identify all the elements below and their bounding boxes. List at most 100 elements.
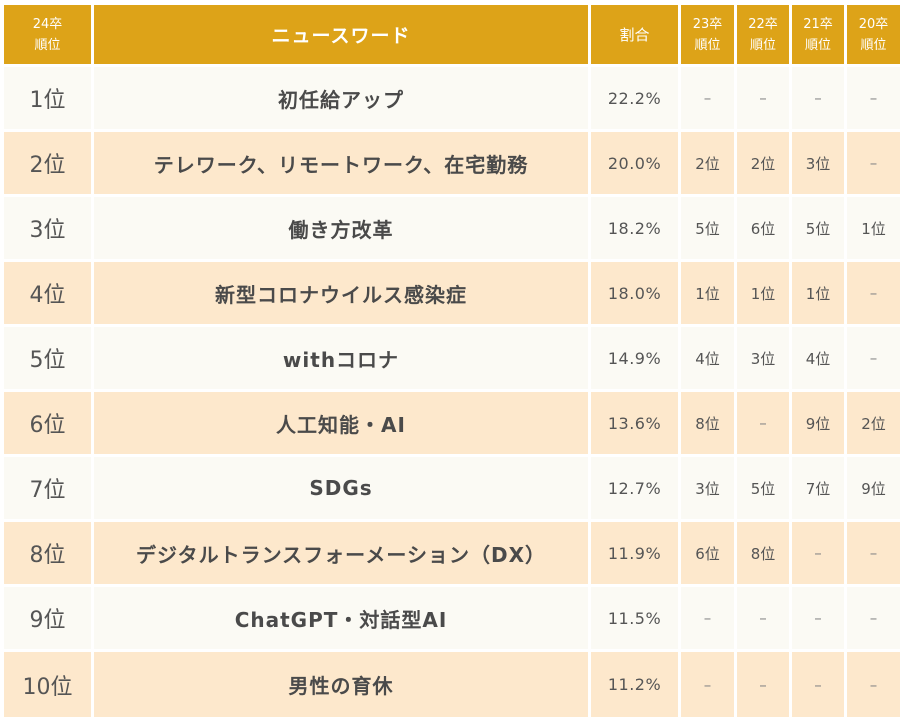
rank-22-cell: –	[737, 392, 792, 457]
table-row: 9位 ChatGPT・対話型AI 11.5% – – – –	[4, 587, 900, 652]
rank-cell: 5位	[4, 327, 94, 392]
news-word-cell: 新型コロナウイルス感染症	[94, 262, 591, 327]
rank-20-cell: –	[847, 67, 900, 132]
rank-20-cell: 9位	[847, 457, 900, 522]
rank-20-cell: –	[847, 652, 900, 717]
rank-cell: 2位	[4, 132, 94, 197]
ratio-cell: 11.5%	[591, 587, 681, 652]
rank-21-cell: 7位	[792, 457, 847, 522]
rank-22-cell: 3位	[737, 327, 792, 392]
news-word-cell: 働き方改革	[94, 197, 591, 262]
rank-cell: 9位	[4, 587, 94, 652]
rank-22-cell: 6位	[737, 197, 792, 262]
header-rank-24-line2: 順位	[34, 37, 61, 53]
news-word-cell: withコロナ	[94, 327, 591, 392]
rank-22-cell: 8位	[737, 522, 792, 587]
rank-cell: 6位	[4, 392, 94, 457]
rank-cell: 8位	[4, 522, 94, 587]
header-row: 24卒 順位 ニュースワード 割合 23卒 順位 22卒 順位 21卒 順位 2…	[4, 5, 900, 67]
rank-21-cell: 1位	[792, 262, 847, 327]
table-row: 1位 初任給アップ 22.2% – – – –	[4, 67, 900, 132]
table-row: 8位 デジタルトランスフォーメーション（DX） 11.9% 6位 8位 – –	[4, 522, 900, 587]
ratio-cell: 11.2%	[591, 652, 681, 717]
rank-20-cell: 1位	[847, 197, 900, 262]
rank-20-cell: 2位	[847, 392, 900, 457]
header-news-word: ニュースワード	[94, 5, 591, 67]
rank-20-cell: –	[847, 132, 900, 197]
rank-23-cell: 8位	[681, 392, 737, 457]
rank-23-cell: 4位	[681, 327, 737, 392]
header-rank-22: 22卒 順位	[737, 5, 792, 67]
rank-22-cell: –	[737, 67, 792, 132]
rank-21-cell: 5位	[792, 197, 847, 262]
header-rank-21-line2: 順位	[804, 37, 831, 53]
ratio-cell: 18.2%	[591, 197, 681, 262]
rank-22-cell: 1位	[737, 262, 792, 327]
ratio-cell: 22.2%	[591, 67, 681, 132]
rank-23-cell: 1位	[681, 262, 737, 327]
header-rank-22-line2: 順位	[749, 37, 776, 53]
rank-23-cell: –	[681, 67, 737, 132]
header-rank-20-line2: 順位	[860, 37, 887, 53]
table-row: 5位 withコロナ 14.9% 4位 3位 4位 –	[4, 327, 900, 392]
table-row: 3位 働き方改革 18.2% 5位 6位 5位 1位	[4, 197, 900, 262]
rank-21-cell: –	[792, 587, 847, 652]
rank-cell: 7位	[4, 457, 94, 522]
rank-23-cell: 3位	[681, 457, 737, 522]
ratio-cell: 20.0%	[591, 132, 681, 197]
rank-20-cell: –	[847, 587, 900, 652]
header-rank-23-line1: 23卒	[692, 16, 723, 32]
rank-20-cell: –	[847, 522, 900, 587]
news-word-cell: デジタルトランスフォーメーション（DX）	[94, 522, 591, 587]
news-word-ranking-table: 24卒 順位 ニュースワード 割合 23卒 順位 22卒 順位 21卒 順位 2…	[4, 5, 900, 717]
header-rank-23: 23卒 順位	[681, 5, 737, 67]
rank-cell: 4位	[4, 262, 94, 327]
rank-23-cell: 6位	[681, 522, 737, 587]
table-row: 7位 SDGs 12.7% 3位 5位 7位 9位	[4, 457, 900, 522]
table-body: 1位 初任給アップ 22.2% – – – – 2位 テレワーク、リモートワーク…	[4, 67, 900, 717]
header-ratio: 割合	[591, 5, 681, 67]
rank-cell: 3位	[4, 197, 94, 262]
rank-20-cell: –	[847, 327, 900, 392]
ratio-cell: 14.9%	[591, 327, 681, 392]
rank-cell: 1位	[4, 67, 94, 132]
header-rank-24: 24卒 順位	[4, 5, 94, 67]
rank-20-cell: –	[847, 262, 900, 327]
news-word-cell: 人工知能・AI	[94, 392, 591, 457]
rank-23-cell: 2位	[681, 132, 737, 197]
table-row: 10位 男性の育休 11.2% – – – –	[4, 652, 900, 717]
header-rank-23-line2: 順位	[694, 37, 721, 53]
table-row: 6位 人工知能・AI 13.6% 8位 – 9位 2位	[4, 392, 900, 457]
table-row: 4位 新型コロナウイルス感染症 18.0% 1位 1位 1位 –	[4, 262, 900, 327]
header-rank-22-line1: 22卒	[748, 16, 778, 32]
news-word-cell: 男性の育休	[94, 652, 591, 717]
header-rank-20: 20卒 順位	[847, 5, 900, 67]
rank-21-cell: –	[792, 522, 847, 587]
news-word-cell: SDGs	[94, 457, 591, 522]
news-word-cell: ChatGPT・対話型AI	[94, 587, 591, 652]
rank-21-cell: –	[792, 652, 847, 717]
rank-23-cell: –	[681, 652, 737, 717]
rank-22-cell: –	[737, 587, 792, 652]
table-row: 2位 テレワーク、リモートワーク、在宅勤務 20.0% 2位 2位 3位 –	[4, 132, 900, 197]
table-header: 24卒 順位 ニュースワード 割合 23卒 順位 22卒 順位 21卒 順位 2…	[4, 5, 900, 67]
rank-23-cell: 5位	[681, 197, 737, 262]
rank-21-cell: 4位	[792, 327, 847, 392]
ratio-cell: 18.0%	[591, 262, 681, 327]
ratio-cell: 12.7%	[591, 457, 681, 522]
header-rank-21-line1: 21卒	[803, 16, 833, 32]
rank-22-cell: 2位	[737, 132, 792, 197]
header-rank-21: 21卒 順位	[792, 5, 847, 67]
news-word-cell: テレワーク、リモートワーク、在宅勤務	[94, 132, 591, 197]
rank-21-cell: 9位	[792, 392, 847, 457]
rank-22-cell: 5位	[737, 457, 792, 522]
rank-23-cell: –	[681, 587, 737, 652]
news-word-cell: 初任給アップ	[94, 67, 591, 132]
rank-cell: 10位	[4, 652, 94, 717]
rank-21-cell: –	[792, 67, 847, 132]
ratio-cell: 13.6%	[591, 392, 681, 457]
rank-22-cell: –	[737, 652, 792, 717]
ratio-cell: 11.9%	[591, 522, 681, 587]
header-rank-20-line1: 20卒	[858, 16, 889, 32]
rank-21-cell: 3位	[792, 132, 847, 197]
